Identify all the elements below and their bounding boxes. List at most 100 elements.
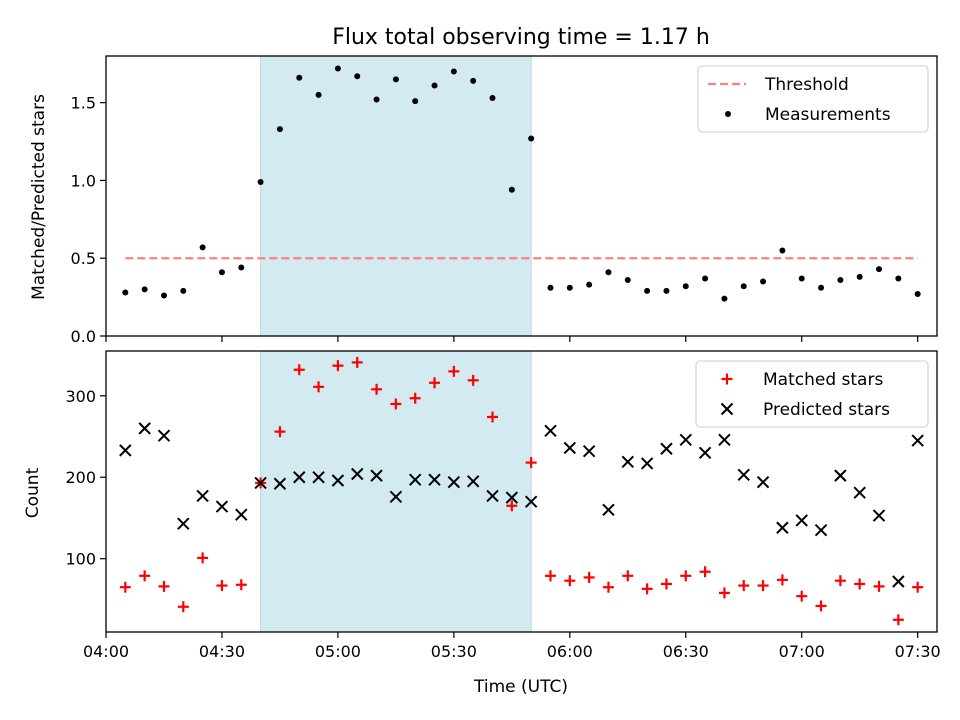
- top-point: [605, 269, 612, 276]
- bottom-predicted-point: [312, 471, 325, 484]
- legend-predicted-swatch: [720, 402, 734, 416]
- bottom-matched-point: [313, 381, 325, 393]
- bottom-matched-point: [892, 614, 904, 626]
- bottom-predicted-point: [834, 469, 847, 482]
- bottom-matched-point: [487, 411, 499, 423]
- bottom-predicted-point: [196, 489, 209, 503]
- bottom-matched-point: [216, 580, 228, 592]
- bottom-predicted-point: [486, 489, 499, 503]
- top-y-tick-label: 0.5: [71, 249, 96, 268]
- bottom-matched-point: [293, 364, 305, 376]
- bottom-matched-point: [544, 570, 556, 582]
- bottom-predicted-point: [428, 473, 441, 486]
- top-point: [373, 96, 380, 103]
- bottom-matched-point: [371, 383, 383, 395]
- top-point: [470, 77, 477, 84]
- top-point: [489, 95, 496, 101]
- bottom-matched-point: [409, 392, 421, 404]
- bottom-predicted-point: [602, 503, 615, 517]
- legend-measurements-swatch: [725, 111, 731, 117]
- bottom-matched-point: [622, 570, 634, 582]
- top-point: [218, 269, 225, 276]
- bottom-matched-point: [197, 552, 209, 564]
- bottom-matched-point: [506, 500, 518, 512]
- bottom-matched-point: [602, 581, 614, 593]
- bottom-legend: [695, 360, 929, 428]
- bottom-matched-point: [583, 571, 595, 583]
- x-axis-label: Time (UTC): [473, 677, 568, 697]
- bottom-predicted-point: [466, 475, 480, 488]
- bottom-y-tick-label: 100: [65, 550, 96, 569]
- bottom-predicted-point: [718, 433, 731, 446]
- top-point: [914, 291, 921, 297]
- top-legend: [697, 65, 929, 133]
- bottom-matched-point: [873, 580, 885, 592]
- bottom-predicted-point: [640, 457, 654, 470]
- bottom-predicted-point: [505, 491, 519, 504]
- bottom-x-tick-label: 07:00: [779, 642, 825, 661]
- bottom-matched-point: [351, 356, 363, 368]
- bottom-predicted-point: [853, 486, 866, 499]
- bottom-x-tick-label: 06:30: [663, 642, 709, 661]
- bottom-predicted-point: [814, 523, 828, 537]
- bottom-x-tick-label: 06:00: [547, 642, 593, 661]
- top-point: [663, 287, 670, 294]
- bottom-matched-point: [699, 566, 711, 578]
- top-axes-frame: [105, 55, 938, 337]
- top-point: [818, 284, 825, 291]
- top-point: [296, 74, 303, 81]
- bottom-matched-point: [912, 581, 924, 593]
- bottom-predicted-point: [563, 441, 577, 455]
- bottom-matched-point: [660, 578, 672, 590]
- bottom-predicted-point: [138, 422, 151, 435]
- bottom-predicted-point: [756, 475, 770, 489]
- bottom-y-tick-label: 200: [65, 468, 96, 487]
- top-point: [837, 277, 844, 283]
- bottom-y-axis-label: Count: [23, 467, 43, 518]
- top-point: [334, 65, 341, 72]
- bottom-predicted-point: [235, 508, 248, 521]
- top-point: [160, 292, 167, 299]
- bottom-matched-point: [641, 583, 653, 595]
- bottom-predicted-point: [679, 433, 692, 446]
- top-point: [547, 284, 554, 291]
- bottom-x-tick-label: 07:30: [895, 642, 941, 661]
- top-point: [566, 284, 573, 291]
- top-point: [392, 76, 399, 83]
- bottom-predicted-point: [177, 517, 190, 530]
- bottom-predicted-point: [660, 442, 673, 455]
- bottom-matched-point: [718, 587, 730, 599]
- bottom-predicted-point: [215, 500, 229, 513]
- top-point: [682, 283, 689, 290]
- bottom-matched-point: [390, 398, 402, 410]
- bottom-predicted-point: [872, 509, 886, 522]
- bottom-predicted-point: [737, 468, 750, 482]
- top-point: [798, 275, 805, 282]
- bottom-x-tick-label: 05:30: [431, 642, 477, 661]
- bottom-predicted-point: [698, 446, 712, 460]
- bottom-predicted-point: [119, 444, 132, 457]
- top-y-tick-label: 1.0: [71, 171, 96, 190]
- top-point: [315, 91, 322, 98]
- bottom-matched-point: [834, 575, 846, 587]
- bottom-predicted-point: [795, 514, 808, 527]
- legend-matched-swatch: [721, 373, 733, 385]
- top-point: [760, 278, 767, 285]
- top-point: [354, 73, 361, 80]
- top-point: [180, 287, 187, 294]
- top-point: [644, 287, 651, 294]
- bottom-matched-point: [274, 426, 286, 438]
- bottom-matched-point: [158, 580, 170, 592]
- bottom-x-tick-label: 04:30: [199, 642, 245, 661]
- bottom-predicted-point: [582, 444, 596, 458]
- bottom-axes-frame: [105, 350, 938, 633]
- top-point: [257, 179, 264, 185]
- bottom-matched-point: [757, 580, 769, 592]
- bottom-shaded-region: [260, 350, 532, 633]
- bottom-predicted-point: [776, 521, 789, 534]
- top-point: [779, 247, 786, 254]
- top-point: [276, 126, 283, 133]
- top-y-tick-label: 0.0: [71, 327, 96, 346]
- top-point: [508, 186, 515, 193]
- bottom-matched-point: [119, 581, 131, 593]
